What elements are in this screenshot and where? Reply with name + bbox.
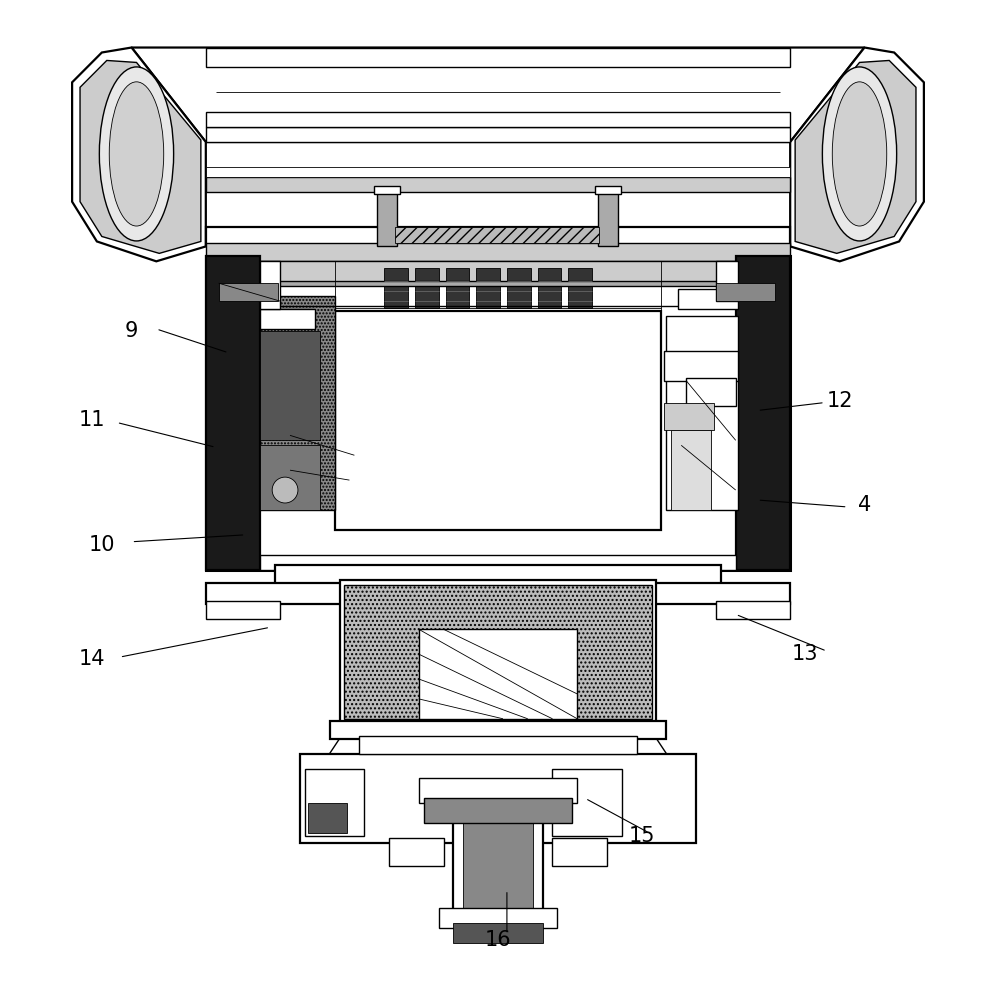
Bar	[598, 192, 618, 246]
Bar	[595, 186, 621, 194]
Bar	[716, 601, 790, 619]
Bar	[716, 261, 738, 301]
Polygon shape	[790, 48, 924, 261]
Ellipse shape	[833, 82, 886, 226]
Bar	[553, 768, 622, 836]
Bar	[206, 127, 790, 142]
Bar	[206, 243, 790, 261]
Bar	[219, 283, 278, 301]
Bar	[308, 803, 348, 833]
Polygon shape	[80, 60, 201, 253]
Text: 13: 13	[792, 644, 819, 664]
Bar	[389, 838, 443, 866]
Bar	[507, 268, 531, 308]
Bar	[453, 923, 543, 943]
Bar	[260, 296, 335, 510]
Bar	[206, 256, 260, 570]
Bar	[275, 565, 721, 585]
Polygon shape	[395, 227, 599, 243]
Bar	[445, 268, 469, 308]
Bar	[463, 818, 533, 908]
Bar	[206, 112, 790, 127]
Polygon shape	[795, 60, 916, 253]
Bar	[423, 798, 573, 823]
Text: 4: 4	[858, 495, 872, 515]
Bar	[206, 227, 790, 246]
Polygon shape	[131, 48, 865, 142]
Circle shape	[272, 477, 298, 503]
Bar	[666, 316, 738, 510]
Bar	[206, 583, 790, 604]
Bar	[736, 256, 790, 570]
Bar	[340, 580, 656, 724]
Bar	[206, 256, 790, 570]
Text: 12: 12	[827, 391, 853, 411]
Bar	[206, 601, 280, 619]
Bar	[418, 629, 578, 719]
Bar	[260, 555, 736, 570]
Bar	[330, 721, 666, 739]
Bar	[438, 908, 558, 928]
Text: 15: 15	[628, 826, 654, 846]
Bar	[335, 311, 661, 530]
Text: 16: 16	[485, 930, 511, 950]
Bar	[453, 813, 543, 913]
Bar	[300, 754, 696, 843]
Bar	[716, 283, 775, 301]
Bar	[476, 268, 500, 308]
Text: 11: 11	[79, 410, 106, 430]
Bar	[664, 403, 714, 430]
Bar	[414, 268, 438, 308]
Bar	[260, 261, 280, 309]
Bar	[671, 430, 711, 510]
Bar	[305, 768, 365, 836]
Bar	[206, 177, 790, 192]
Text: 9: 9	[124, 321, 138, 341]
Bar	[260, 309, 315, 329]
Bar	[345, 585, 651, 719]
Bar	[374, 186, 400, 194]
Polygon shape	[72, 48, 206, 261]
Ellipse shape	[100, 67, 173, 241]
Text: 14: 14	[79, 649, 106, 669]
Bar	[360, 736, 636, 754]
Bar	[553, 838, 607, 866]
Bar	[538, 268, 562, 308]
Ellipse shape	[110, 82, 163, 226]
Bar	[418, 778, 578, 803]
Bar	[260, 331, 320, 440]
Bar	[216, 261, 780, 283]
Text: 10: 10	[89, 535, 116, 555]
Bar	[260, 281, 736, 286]
Ellipse shape	[823, 67, 896, 241]
Bar	[206, 48, 790, 67]
Bar	[377, 192, 397, 246]
Bar	[260, 445, 320, 510]
Bar	[686, 378, 736, 406]
Bar	[678, 289, 738, 309]
Bar	[206, 167, 790, 177]
Bar	[384, 268, 408, 308]
Bar	[569, 268, 592, 308]
Bar	[664, 351, 738, 381]
